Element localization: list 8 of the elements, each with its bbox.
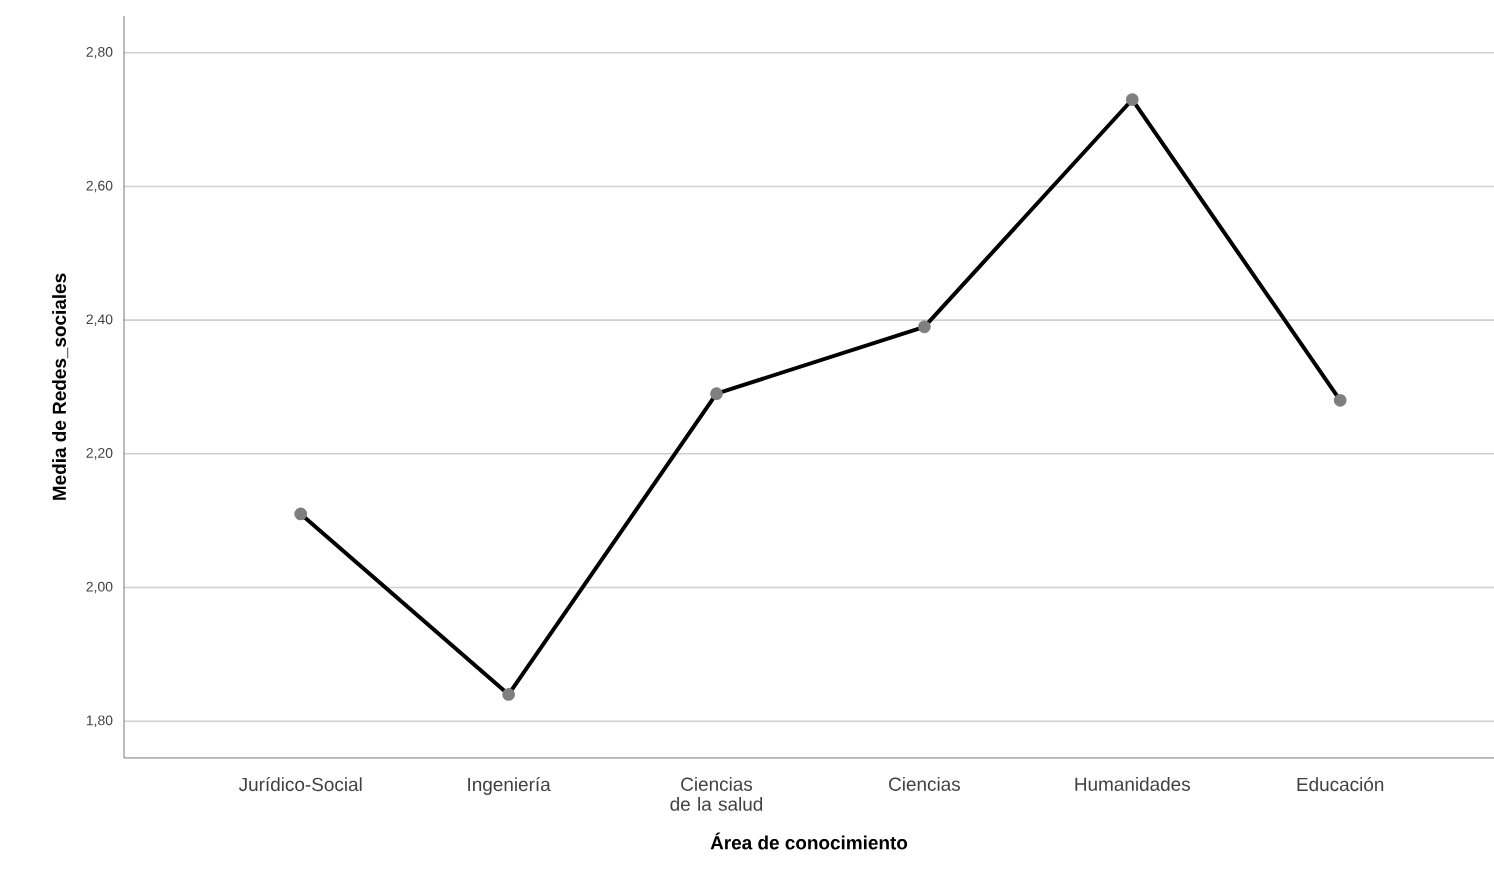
x-tick-label: Ciencias (889, 777, 960, 791)
x-tick-label: Humanidades (1075, 777, 1190, 791)
x-tick-label: Jurídico-Social (238, 777, 362, 792)
x-axis-title: Área de conocimiento (710, 832, 908, 850)
x-tick-label: Ingeniería (468, 777, 551, 795)
y-axis-title: Media de Redes_sociales (52, 273, 69, 500)
x-tick-label: Educación (1297, 777, 1384, 792)
x-tick-label: Ciencias de la salud (670, 777, 763, 811)
